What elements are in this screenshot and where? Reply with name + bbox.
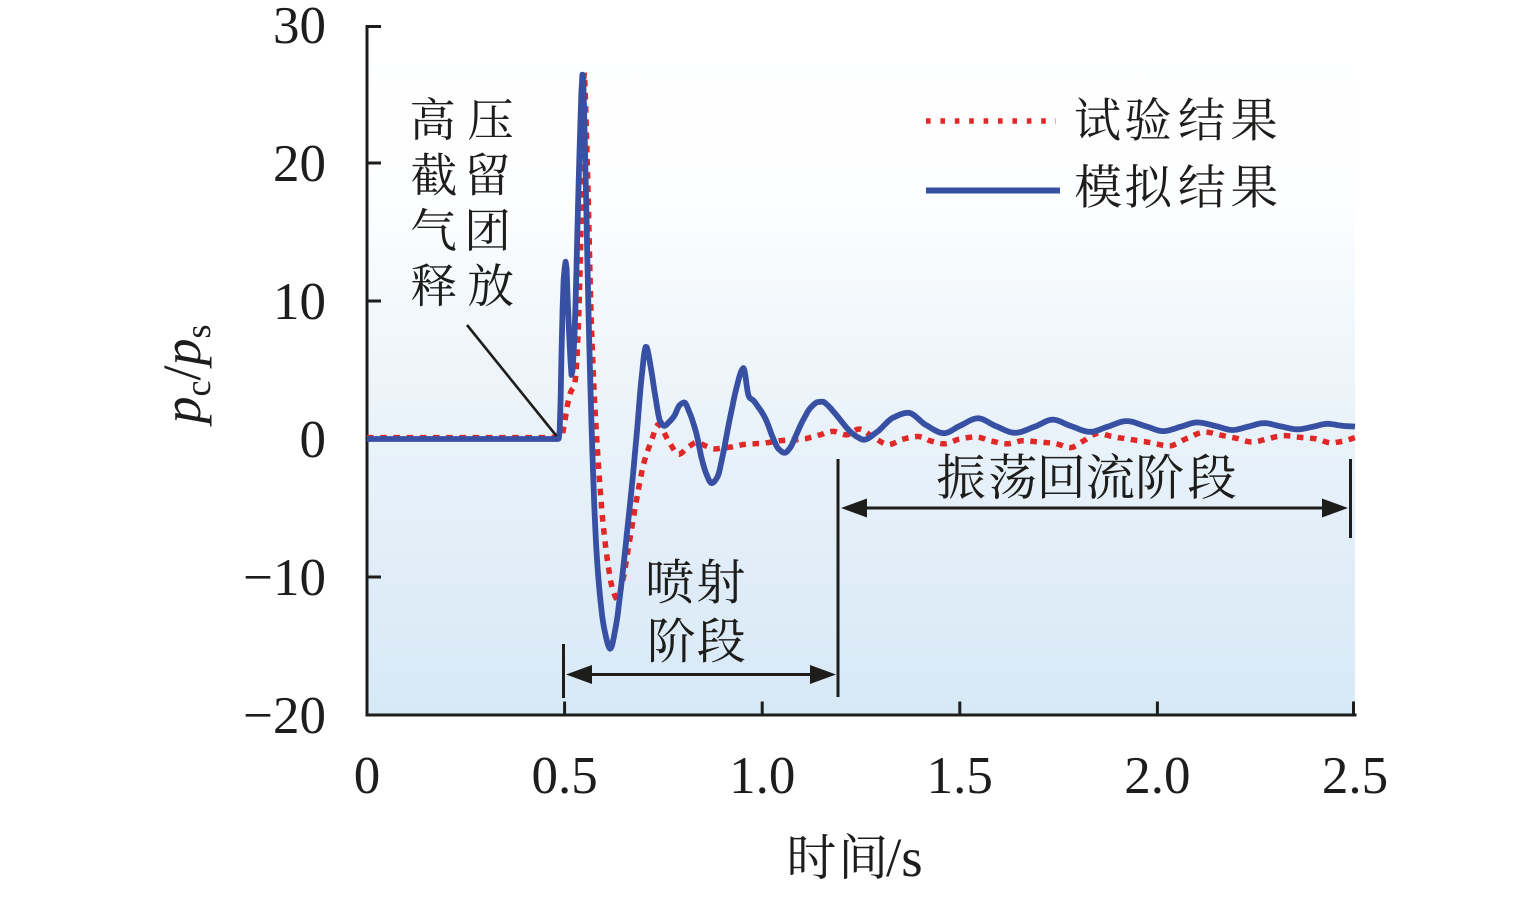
svg-text:/s: /s	[886, 827, 923, 888]
svg-text:0.5: 0.5	[531, 747, 597, 805]
svg-text:2.0: 2.0	[1124, 747, 1190, 805]
svg-text:20: 20	[273, 135, 326, 193]
svg-text:0: 0	[300, 411, 327, 469]
svg-text:30: 30	[273, 0, 326, 55]
svg-text:1.0: 1.0	[729, 747, 795, 805]
svg-text:2.5: 2.5	[1322, 747, 1388, 805]
svg-text:1.5: 1.5	[927, 747, 993, 805]
svg-text:−20: −20	[243, 687, 326, 745]
svg-text:−10: −10	[243, 549, 326, 607]
svg-text:10: 10	[273, 273, 326, 331]
svg-text:0: 0	[354, 747, 381, 805]
